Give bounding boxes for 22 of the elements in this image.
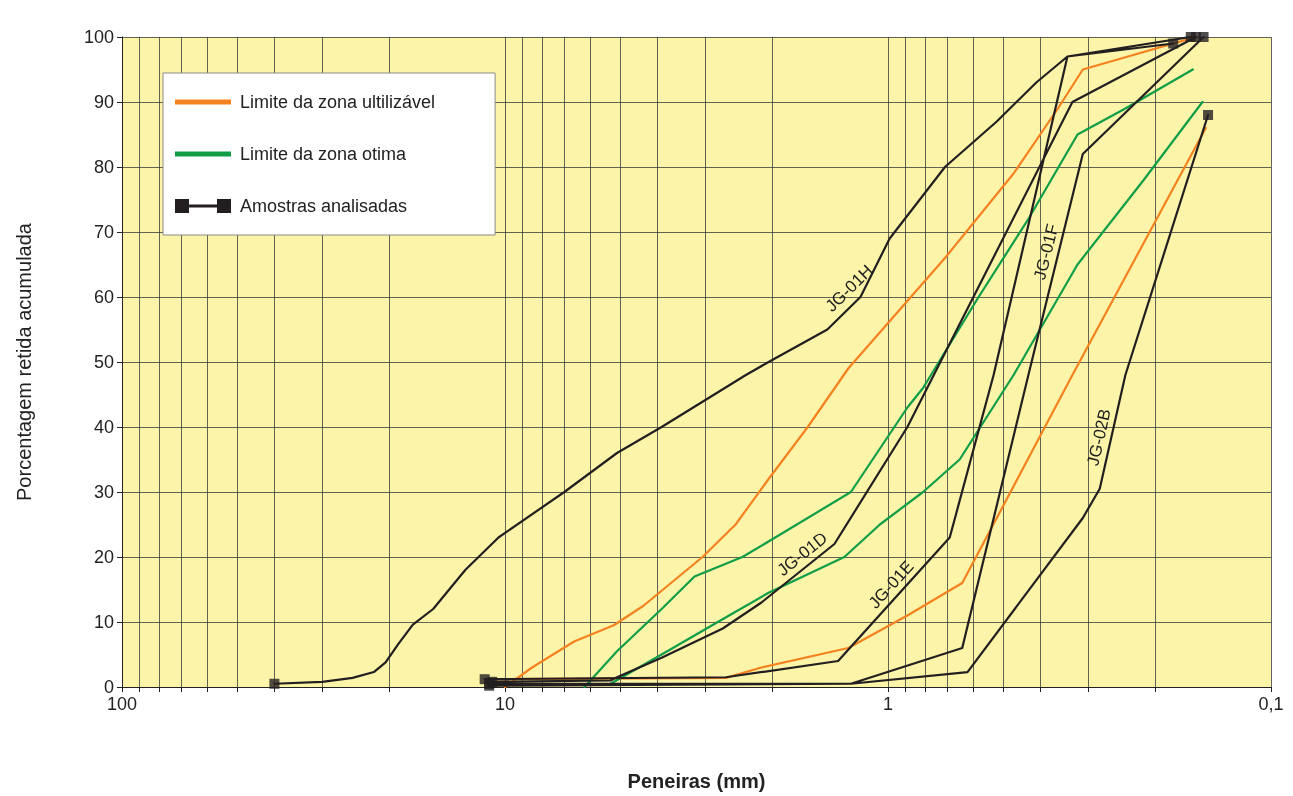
y-tick-label: 100	[83, 27, 114, 47]
x-tick-label: 0,1	[1258, 694, 1284, 714]
y-tick-label: 0	[103, 677, 114, 697]
legend-label: Limite da zona ultilizável	[240, 92, 436, 112]
y-tick-label: 10	[93, 612, 114, 632]
legend-label: Limite da zona otima	[240, 144, 408, 164]
annotation: JG-02B	[1083, 407, 1115, 468]
y-tick-label: 50	[93, 352, 114, 372]
x-tick-label: 1	[882, 694, 894, 714]
y-axis-title: Porcentagem retida acumulada	[13, 222, 35, 501]
x-axis-title: Peneiras (mm)	[627, 770, 766, 792]
y-tick-label: 80	[93, 157, 114, 177]
x-tick-label: 100	[106, 694, 138, 714]
y-tick-label: 60	[93, 287, 114, 307]
y-tick-label: 30	[93, 482, 114, 502]
y-tick-label: 70	[93, 222, 114, 242]
y-tick-label: 20	[93, 547, 114, 567]
x-tick-label: 10	[494, 694, 516, 714]
y-tick-label: 40	[93, 417, 114, 437]
annotation: JG-01F	[1030, 222, 1063, 282]
legend-label: Amostras analisadas	[240, 196, 408, 216]
y-tick-label: 90	[93, 92, 114, 112]
